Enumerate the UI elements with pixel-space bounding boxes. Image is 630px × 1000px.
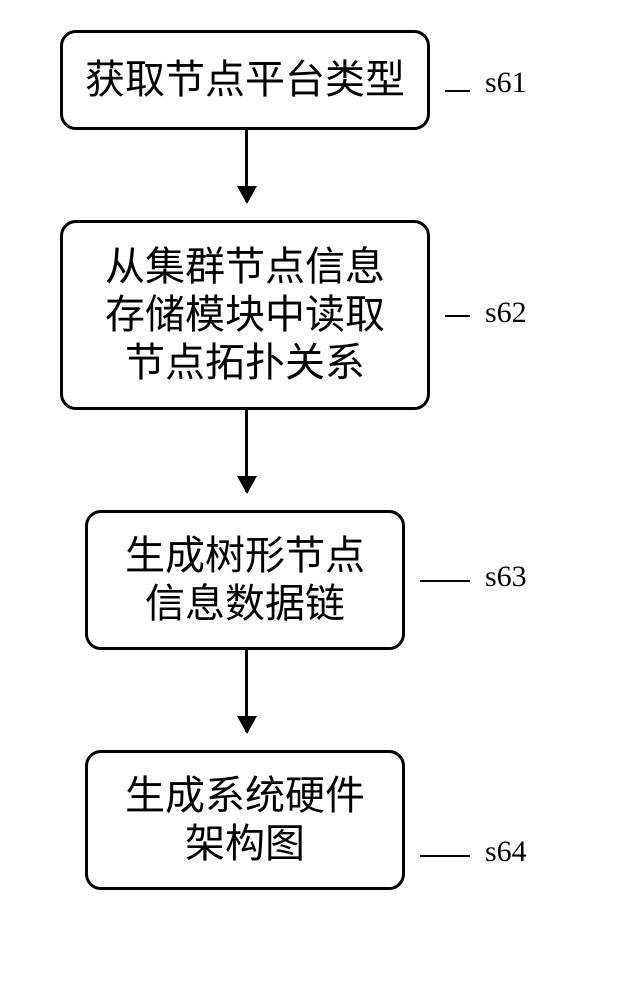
label-connector [420,580,470,582]
flowchart-arrow [245,130,248,202]
flowchart-node-2: 从集群节点信息 存储模块中读取 节点拓扑关系 [60,220,430,410]
label-connector [420,855,470,857]
node-label-s64: s64 [485,835,527,869]
flowchart-arrow [245,650,248,732]
label-connector [445,90,470,92]
node-text: 从集群节点信息 存储模块中读取 节点拓扑关系 [93,235,397,395]
node-label-s63: s63 [485,560,527,594]
node-text: 获取节点平台类型 [73,48,417,112]
label-connector [445,315,470,317]
flowchart-node-1: 获取节点平台类型 [60,30,430,130]
node-label-s62: s62 [485,296,527,330]
flowchart-node-3: 生成树形节点 信息数据链 [85,510,405,650]
node-text: 生成树形节点 信息数据链 [113,524,377,636]
node-label-s61: s61 [485,66,527,100]
flowchart-arrow [245,410,248,492]
node-text: 生成系统硬件 架构图 [113,764,377,876]
flowchart-node-4: 生成系统硬件 架构图 [85,750,405,890]
